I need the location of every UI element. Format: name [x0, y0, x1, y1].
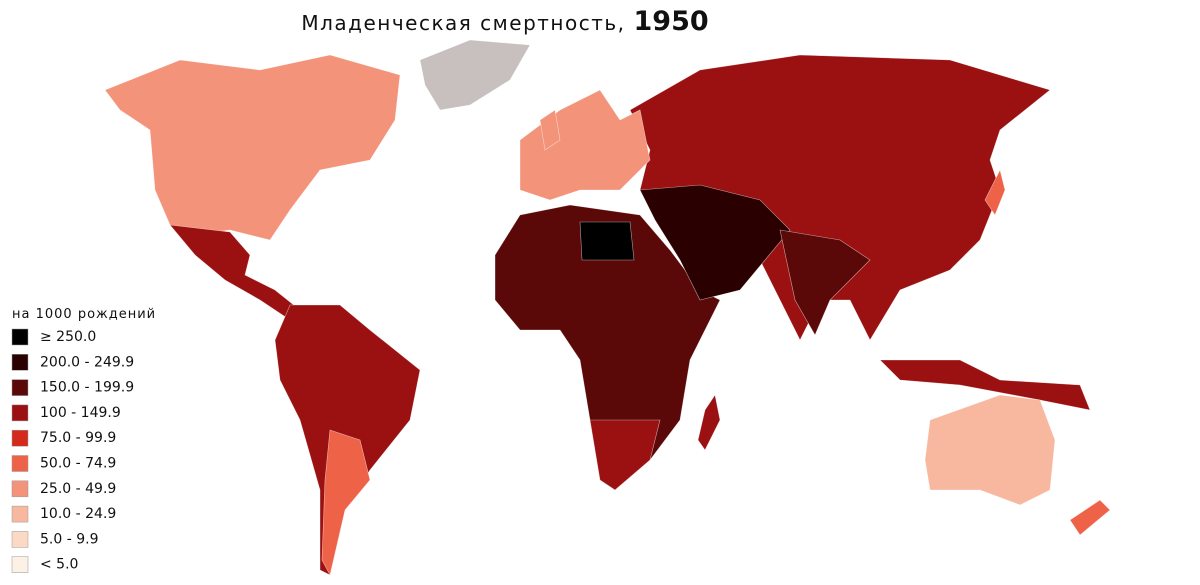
legend-swatch — [11, 455, 29, 472]
legend-label: 50.0 - 74.9 — [40, 456, 116, 472]
legend-swatch — [11, 480, 29, 498]
japan — [984, 169, 1006, 216]
legend-swatch — [11, 328, 29, 346]
legend-label: 25.0 - 49.9 — [40, 481, 116, 497]
title-text: Младенческая смертность, — [301, 11, 625, 35]
legend-label: 100 - 149.9 — [40, 405, 121, 421]
legend-label: 200.0 - 249.9 — [40, 354, 134, 370]
legend-label: 5.0 - 9.9 — [40, 531, 98, 547]
legend-label: < 5.0 — [40, 557, 78, 573]
southern-africa — [589, 419, 661, 491]
argentina — [321, 429, 371, 576]
madagascar — [697, 394, 721, 451]
new-zealand — [1069, 499, 1111, 536]
greenland — [419, 39, 531, 111]
legend: ≥ 250.0 200.0 - 249.9 150.0 - 199.9 100 - 1… — [11, 328, 134, 573]
britain — [539, 109, 561, 151]
southeast-asia-islands — [879, 359, 1091, 411]
north-africa — [579, 221, 635, 261]
legend-label: 10.0 - 24.9 — [40, 506, 116, 522]
europe — [519, 89, 651, 201]
title: Младенческая смертность, 1950 — [301, 6, 708, 37]
middle-east — [639, 184, 791, 301]
title-year: 1950 — [634, 6, 709, 37]
central-america — [169, 224, 301, 321]
legend-swatch — [11, 531, 29, 548]
africa — [494, 204, 721, 491]
legend-swatch — [11, 379, 29, 396]
legend-swatch — [11, 354, 29, 371]
legend-swatch — [11, 404, 29, 422]
legend-label: 150.0 - 199.9 — [40, 380, 134, 396]
legend-title: на 1000 рождений — [12, 307, 156, 322]
legend-label: ≥ 250.0 — [40, 329, 96, 345]
legend-swatch — [11, 429, 29, 447]
legend-swatch — [11, 556, 29, 573]
legend-label: 75.0 - 99.9 — [40, 430, 116, 446]
north-america — [104, 54, 401, 241]
land-masses — [104, 39, 1111, 576]
australia — [924, 394, 1056, 506]
india — [779, 229, 871, 336]
legend-swatch — [11, 505, 29, 523]
